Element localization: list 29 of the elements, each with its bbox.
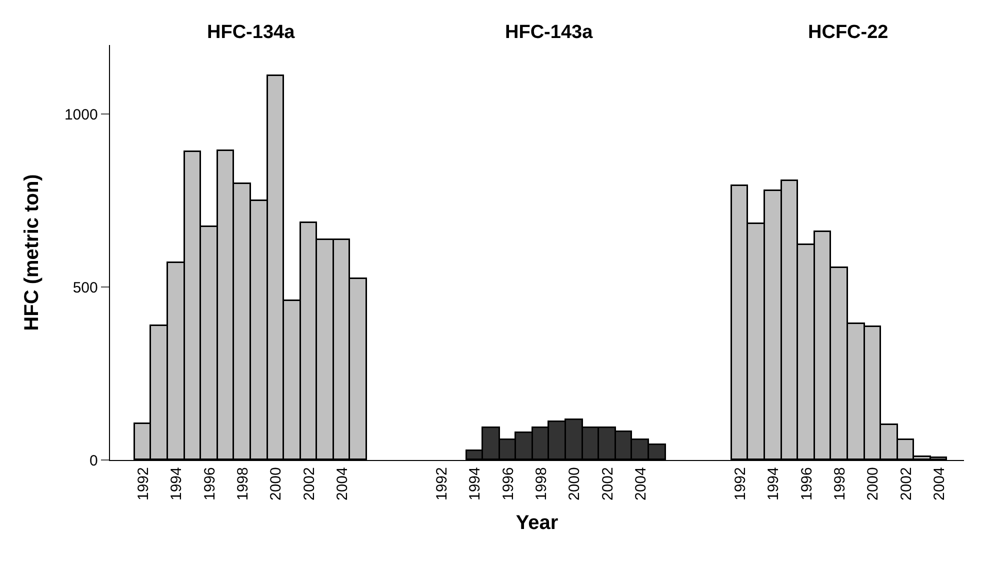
- x-tick-label: 2002: [300, 467, 318, 501]
- x-tick-label: 2000: [864, 467, 882, 501]
- x-tick-label: 1996: [500, 467, 517, 501]
- text: HFC-143a: [505, 22, 594, 43]
- y-tick-label: 1000: [64, 106, 98, 124]
- x-tick-label: 2002: [898, 467, 915, 501]
- x-axis-title: Year: [516, 512, 558, 534]
- x-tick-label: 1994: [466, 467, 484, 501]
- x-tick-label: 1992: [135, 467, 152, 501]
- x-tick-label: 1998: [832, 467, 849, 501]
- x-tick-label: 2004: [931, 467, 948, 501]
- x-tick-label: 1992: [434, 467, 451, 501]
- y-tick-label: 500: [72, 279, 98, 296]
- y-axis-title: HFC (metric ton): [20, 174, 43, 331]
- x-tick-label: 1996: [201, 467, 218, 501]
- x-tick-label: 1998: [234, 467, 252, 501]
- x-tick-label: 1994: [168, 467, 186, 501]
- x-tick-label: 2004: [334, 467, 352, 501]
- x-tick-label: 1992: [732, 467, 750, 501]
- y-tick-label: 0: [90, 452, 98, 470]
- x-tick-label: 1998: [533, 467, 550, 501]
- x-tick-label: 2000: [268, 467, 285, 501]
- x-tick-label: 2002: [599, 467, 616, 501]
- x-tick-label: 1994: [765, 467, 782, 501]
- text: HFC-134a: [207, 22, 296, 43]
- x-tick-label: 2000: [566, 467, 584, 501]
- x-tick-label: 1996: [798, 467, 816, 501]
- x-tick-label: 2004: [632, 467, 650, 501]
- text: HCFC-22: [808, 22, 888, 43]
